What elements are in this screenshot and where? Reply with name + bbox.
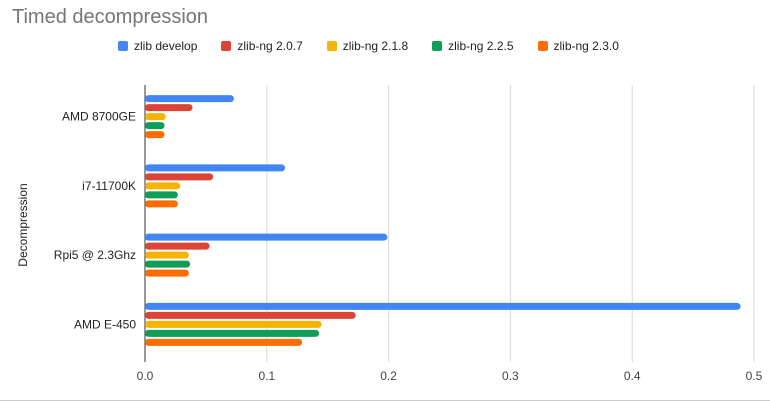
legend-item: zlib-ng 2.0.7: [221, 39, 303, 53]
bar-zlib-ng-2-0-7: [145, 242, 210, 250]
bar-zlib-ng-2-2-5: [145, 260, 191, 268]
legend-swatch: [221, 41, 232, 51]
legend-label: zlib-ng 2.2.5: [448, 39, 514, 53]
legend-label: zlib-ng 2.0.7: [237, 39, 303, 53]
bar-zlib-ng-2-3-0: [145, 269, 189, 277]
category-label: AMD E-450: [74, 317, 136, 331]
legend-label: zlib develop: [134, 39, 198, 53]
legend-swatch: [432, 41, 443, 51]
bar-zlib-ng-2-3-0: [145, 131, 165, 139]
x-tick-label: 0.0: [137, 369, 154, 383]
x-tick-label: 0.1: [258, 369, 275, 383]
bar-zlib-ng-2-0-7: [145, 104, 193, 112]
legend-item: zlib-ng 2.2.5: [432, 39, 514, 53]
bar-zlib-ng-2-1-8: [145, 320, 322, 328]
bar-zlib-develop: [145, 95, 234, 103]
legend-swatch: [118, 41, 128, 51]
x-tick-label: 0.2: [380, 369, 397, 383]
bar-zlib-ng-2-1-8: [145, 251, 189, 259]
x-tick-label: 0.4: [624, 369, 641, 383]
bar-zlib-develop: [145, 164, 286, 172]
legend-swatch: [537, 41, 548, 51]
legend-label: zlib-ng 2.3.0: [553, 39, 619, 53]
bar-zlib-ng-2-3-0: [145, 338, 303, 346]
bar-zlib-ng-2-2-5: [145, 329, 320, 337]
category-label: AMD 8700GE: [62, 110, 136, 124]
legend-swatch: [326, 41, 337, 51]
bar-zlib-ng-2-0-7: [145, 311, 356, 319]
bar-zlib-develop: [145, 233, 388, 241]
legend: zlib develop zlib-ng 2.0.7 zlib-ng 2.1.8 zl…: [118, 39, 619, 53]
bar-zlib-ng-2-2-5: [145, 122, 165, 130]
bar-zlib-ng-2-3-0: [145, 200, 178, 208]
bar-zlib-ng-2-1-8: [145, 113, 166, 121]
bar-zlib-ng-2-1-8: [145, 182, 181, 190]
category-label: i7-11700K: [82, 179, 136, 193]
legend-label: zlib-ng 2.1.8: [342, 39, 409, 53]
legend-item: zlib-ng 2.1.8: [326, 39, 409, 53]
legend-item: zlib develop: [118, 39, 197, 53]
bar-zlib-develop: [145, 302, 741, 310]
chart-title: Timed decompression: [12, 6, 209, 28]
x-tick-label: 0.5: [746, 369, 763, 383]
category-label: Rpi5 @ 2.3Ghz: [54, 248, 136, 262]
legend-item: zlib-ng 2.3.0: [537, 39, 619, 53]
x-tick-label: 0.3: [502, 369, 519, 383]
bar-zlib-ng-2-2-5: [145, 191, 178, 199]
bar-zlib-ng-2-0-7: [145, 173, 214, 181]
